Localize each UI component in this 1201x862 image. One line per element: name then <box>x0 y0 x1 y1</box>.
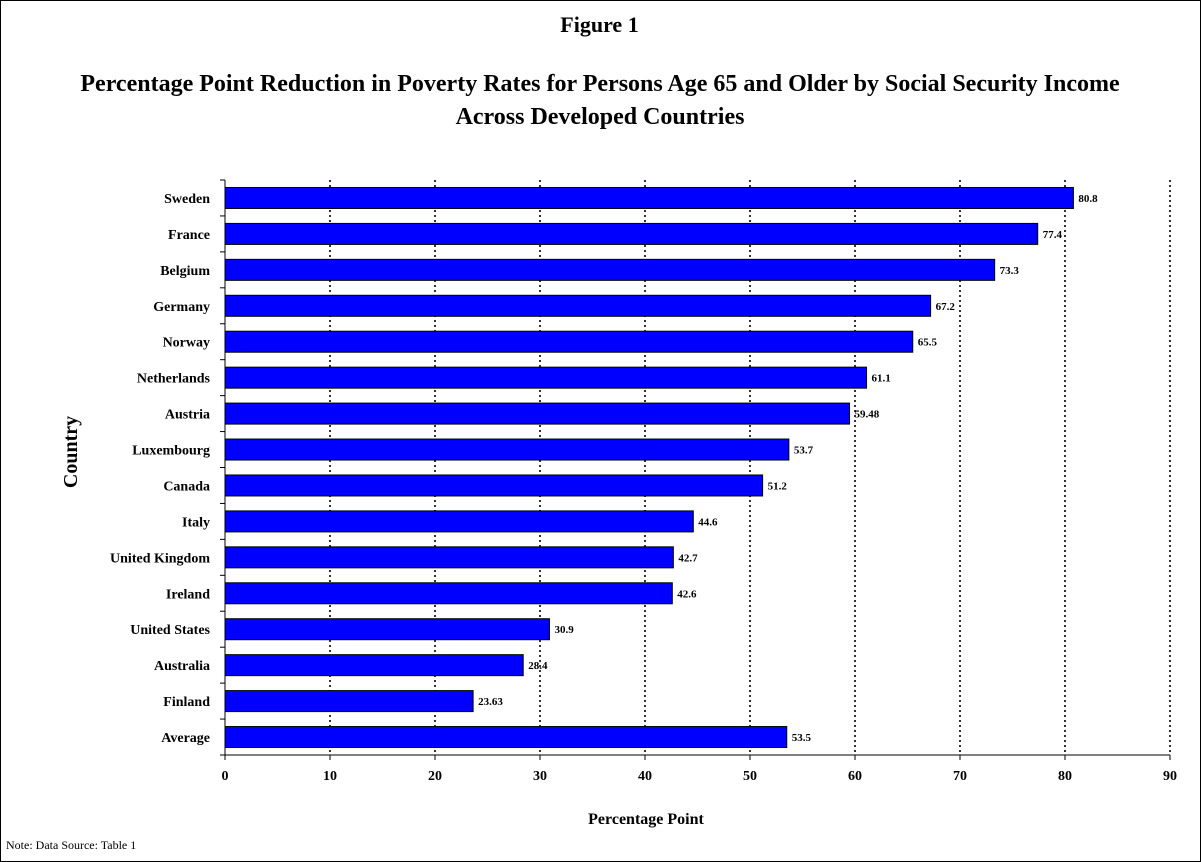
x-tick-label: 30 <box>533 769 547 784</box>
category-label: Luxembourg <box>132 444 210 459</box>
value-label: 65.5 <box>918 337 938 349</box>
figure-label: Figure 1 <box>560 12 639 37</box>
value-label: 59.48 <box>855 409 880 421</box>
category-label: Average <box>161 731 210 746</box>
category-label: United States <box>130 623 210 638</box>
category-label: Canada <box>163 479 210 494</box>
value-label: 53.5 <box>792 732 812 744</box>
bar-netherlands <box>224 366 868 389</box>
value-label: 51.2 <box>768 480 788 492</box>
bar-germany <box>224 294 932 317</box>
x-tick-label: 0 <box>222 769 229 784</box>
x-tick-label: 10 <box>323 769 337 784</box>
axes <box>220 179 1171 760</box>
bar-sweden <box>224 186 1074 209</box>
bar-belgium <box>224 258 996 281</box>
value-label: 80.8 <box>1078 193 1098 205</box>
bar-australia <box>224 654 524 677</box>
value-label: 30.9 <box>554 624 574 636</box>
value-label: 53.7 <box>794 445 814 457</box>
value-label: 44.6 <box>698 516 718 528</box>
x-tick-label: 60 <box>848 769 862 784</box>
chart-title: Percentage Point Reduction in Poverty Ra… <box>80 71 1120 130</box>
category-label: Netherlands <box>137 372 211 387</box>
x-axis-label: Percentage Point <box>588 811 704 828</box>
value-label: 73.3 <box>1000 265 1020 277</box>
x-tick-label: 40 <box>638 769 652 784</box>
bars <box>224 186 1074 749</box>
value-label: 42.7 <box>678 552 698 564</box>
bar-ireland <box>224 582 673 605</box>
category-label: Norway <box>163 336 210 351</box>
category-label: Germany <box>153 300 210 315</box>
x-tick-label: 50 <box>743 769 757 784</box>
value-label: 61.1 <box>872 373 891 385</box>
x-tick-label: 20 <box>428 769 442 784</box>
bar-finland <box>224 690 474 713</box>
bar-italy <box>224 510 694 533</box>
category-label: France <box>168 228 210 243</box>
category-label: Belgium <box>160 264 210 279</box>
value-label: 67.2 <box>936 301 956 313</box>
bar-france <box>224 222 1039 245</box>
bar-united-kingdom <box>224 546 674 569</box>
bar-austria <box>224 402 851 425</box>
data-source-note: Note: Data Source: Table 1 <box>6 838 137 852</box>
x-tick-label: 70 <box>953 769 967 784</box>
value-label: 28.4 <box>528 660 548 672</box>
x-tick-label: 90 <box>1163 769 1177 784</box>
labels: 0 10 20 30 40 50 60 70 80 90 Sweden 80.8 France 77.4 B… <box>110 192 1177 784</box>
category-label: United Kingdom <box>110 551 210 566</box>
category-label: Australia <box>154 659 210 674</box>
value-label: 77.4 <box>1043 229 1063 241</box>
value-label: 23.63 <box>478 696 503 708</box>
category-label: Finland <box>163 695 210 710</box>
bar-norway <box>224 330 914 353</box>
category-label: Sweden <box>164 192 210 207</box>
bar-canada <box>224 474 764 497</box>
bar-united-states <box>224 618 550 641</box>
bar-average <box>224 726 788 749</box>
x-tick-label: 80 <box>1058 769 1072 784</box>
y-axis-label: Country <box>60 416 82 488</box>
bar-luxembourg <box>224 438 790 461</box>
category-label: Ireland <box>166 587 210 602</box>
category-label: Austria <box>165 408 210 423</box>
value-label: 42.6 <box>677 588 697 600</box>
category-label: Italy <box>182 515 210 530</box>
